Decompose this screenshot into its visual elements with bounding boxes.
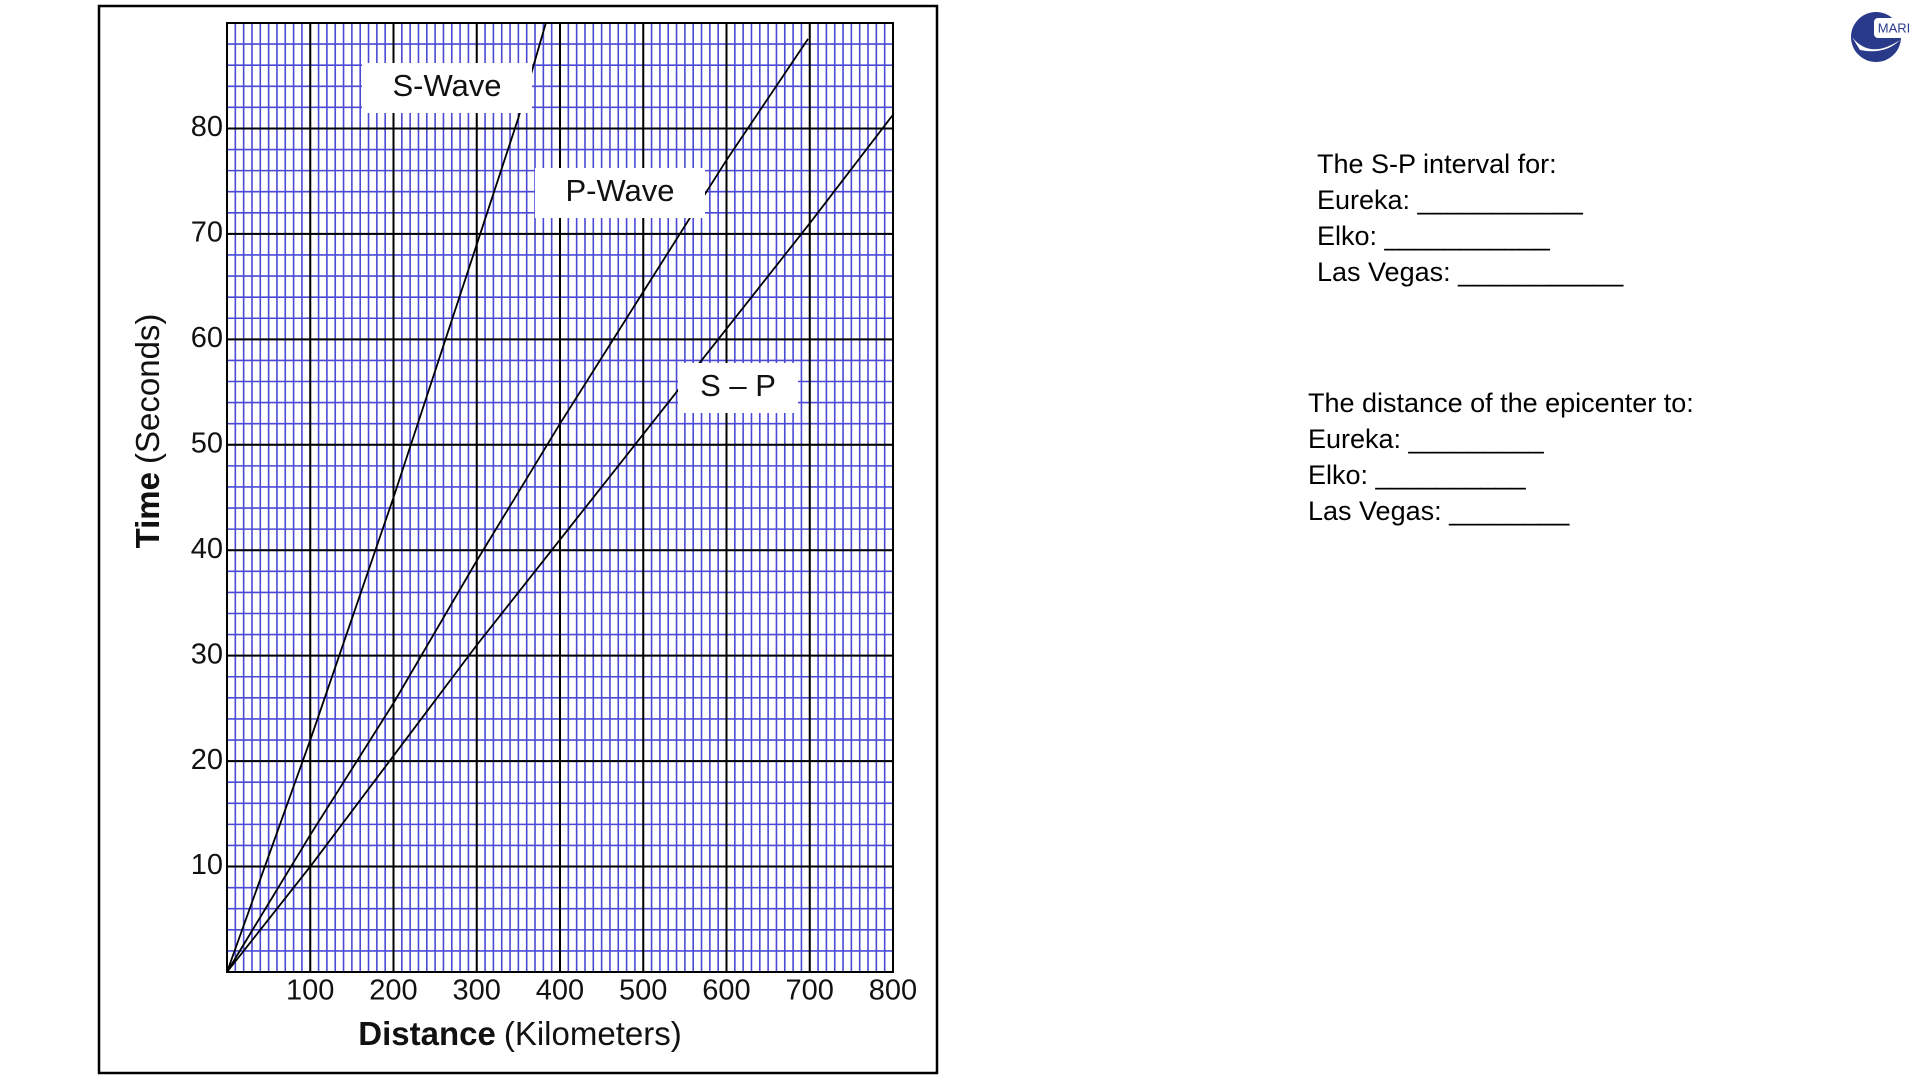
note-line: The S-P interval for: xyxy=(1317,149,1557,179)
y-tick-label: 70 xyxy=(191,217,223,249)
label-bg xyxy=(535,168,705,218)
x-tick-label: 100 xyxy=(286,975,334,1007)
x-tick-label: 200 xyxy=(369,975,417,1007)
y-tick-label: 60 xyxy=(191,322,223,354)
logo: MARI xyxy=(1851,12,1914,62)
label-bg xyxy=(678,363,798,413)
series-line xyxy=(226,114,894,973)
logo-swoosh xyxy=(1852,37,1900,52)
y-tick-label: 80 xyxy=(191,111,223,143)
y-tick-label: 10 xyxy=(191,849,223,881)
x-tick-label: 800 xyxy=(869,975,917,1007)
x-axis-label: Distance (Kilometers) xyxy=(358,1015,681,1052)
y-tick-label: 20 xyxy=(191,744,223,776)
y-tick-label: 50 xyxy=(191,427,223,459)
series-label: S – P xyxy=(700,368,776,403)
plot-border xyxy=(226,22,894,973)
x-tick-label: 300 xyxy=(453,975,501,1007)
x-axis-label-unit: (Kilometers) xyxy=(504,1015,682,1052)
series-line xyxy=(226,38,809,973)
x-tick-label: 400 xyxy=(536,975,584,1007)
x-axis-label-bold: Distance xyxy=(358,1015,496,1052)
y-tick-label: 40 xyxy=(191,533,223,565)
note-line: Elko: __________ xyxy=(1308,460,1527,490)
x-tick-label: 700 xyxy=(786,975,834,1007)
y-axis-label-unit: (Seconds) xyxy=(129,314,166,464)
logo-bg xyxy=(1874,18,1914,38)
plot: S-Wave P-Wave S – P xyxy=(226,22,894,973)
series-label: P-Wave xyxy=(565,173,674,208)
note-line: Eureka: _________ xyxy=(1308,424,1545,454)
y-axis-label-bold: Time xyxy=(129,472,166,548)
note-line: Elko: ___________ xyxy=(1317,221,1551,251)
note-line: Las Vegas: ________ xyxy=(1308,496,1570,526)
series-label: S-Wave xyxy=(392,68,501,103)
logo-text: MARI xyxy=(1878,20,1911,35)
x-tick-label: 600 xyxy=(702,975,750,1007)
note-line: Eureka: ___________ xyxy=(1317,185,1584,215)
label-bg xyxy=(362,63,532,113)
x-tick-label: 500 xyxy=(619,975,667,1007)
note-line: Las Vegas: ___________ xyxy=(1317,257,1624,287)
note-line: The distance of the epicenter to: xyxy=(1308,388,1694,418)
y-tick-label: 30 xyxy=(191,638,223,670)
y-axis-label: Time (Seconds) xyxy=(129,314,166,549)
